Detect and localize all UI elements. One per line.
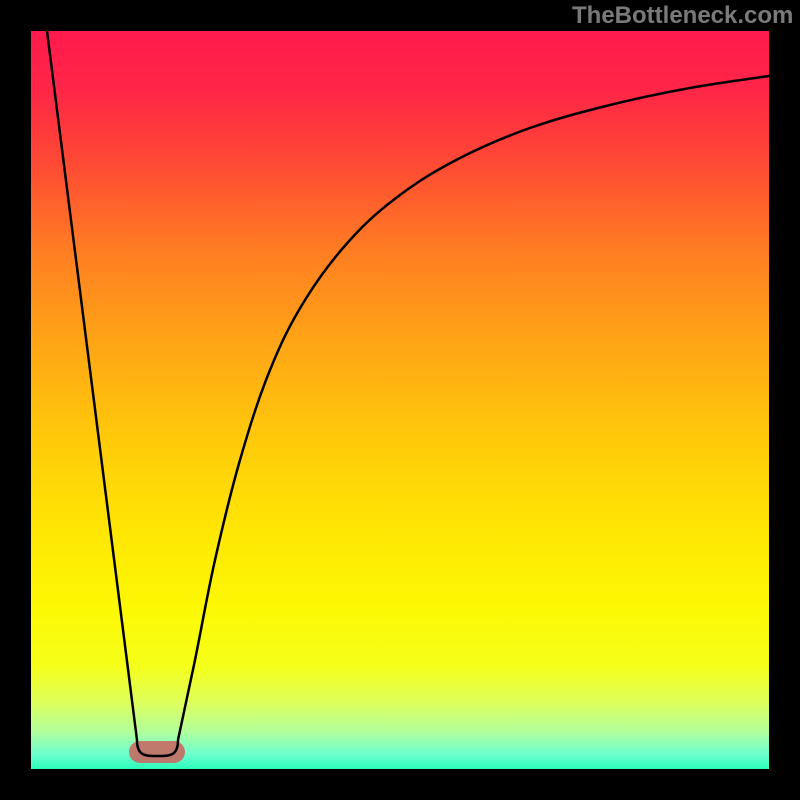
chart-gradient-background bbox=[31, 31, 769, 769]
watermark-text: TheBottleneck.com bbox=[572, 2, 793, 30]
chart-container: TheBottleneck.com bbox=[0, 0, 800, 800]
bottleneck-chart bbox=[0, 0, 800, 800]
